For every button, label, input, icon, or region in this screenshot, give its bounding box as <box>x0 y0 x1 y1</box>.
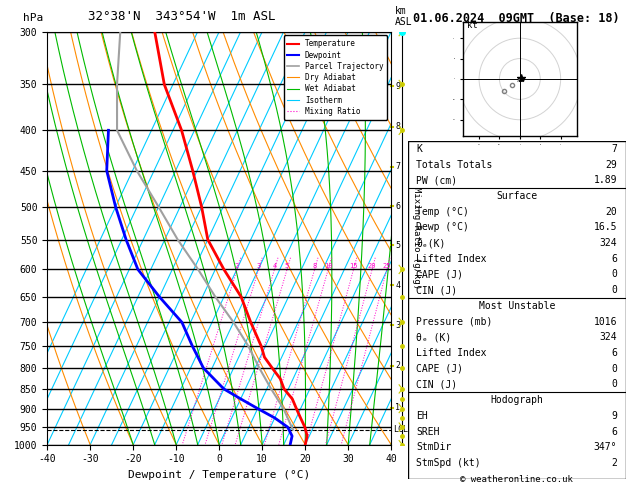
Text: SREH: SREH <box>416 427 440 436</box>
Text: 3: 3 <box>257 263 260 269</box>
Text: 7: 7 <box>611 144 617 154</box>
Text: 20: 20 <box>605 207 617 217</box>
Text: 0: 0 <box>611 285 617 295</box>
Text: 8: 8 <box>313 263 316 269</box>
Text: 0: 0 <box>611 364 617 374</box>
Text: 8: 8 <box>396 122 401 131</box>
Text: 20: 20 <box>368 263 376 269</box>
Text: 01.06.2024  09GMT  (Base: 18): 01.06.2024 09GMT (Base: 18) <box>413 12 620 25</box>
Legend: Temperature, Dewpoint, Parcel Trajectory, Dry Adiabat, Wet Adiabat, Isotherm, Mi: Temperature, Dewpoint, Parcel Trajectory… <box>284 35 387 120</box>
Text: 6: 6 <box>611 427 617 436</box>
Text: CIN (J): CIN (J) <box>416 380 457 389</box>
Text: StmDir: StmDir <box>416 442 452 452</box>
Text: 6: 6 <box>396 202 401 210</box>
Text: 4: 4 <box>396 280 401 290</box>
Text: 32°38'N  343°54'W  1m ASL: 32°38'N 343°54'W 1m ASL <box>89 10 276 23</box>
Text: 6: 6 <box>611 254 617 264</box>
Text: 5: 5 <box>396 241 401 250</box>
Text: 29: 29 <box>605 159 617 170</box>
Text: © weatheronline.co.uk: © weatheronline.co.uk <box>460 474 573 484</box>
Text: 2: 2 <box>611 458 617 468</box>
Text: Surface: Surface <box>496 191 537 201</box>
Text: 2: 2 <box>235 263 239 269</box>
Text: Pressure (mb): Pressure (mb) <box>416 316 493 327</box>
Text: PW (cm): PW (cm) <box>416 175 457 185</box>
Text: 0: 0 <box>611 269 617 279</box>
Text: StmSpd (kt): StmSpd (kt) <box>416 458 481 468</box>
Text: 10: 10 <box>324 263 332 269</box>
Text: Totals Totals: Totals Totals <box>416 159 493 170</box>
Text: θₑ(K): θₑ(K) <box>416 238 446 248</box>
Text: 15: 15 <box>349 263 358 269</box>
Text: K: K <box>416 144 422 154</box>
Text: 25: 25 <box>382 263 391 269</box>
Text: Hodograph: Hodograph <box>490 395 543 405</box>
Text: 3: 3 <box>396 321 401 330</box>
Text: hPa: hPa <box>23 13 43 23</box>
Text: Dewp (°C): Dewp (°C) <box>416 223 469 232</box>
Text: 7: 7 <box>396 162 401 172</box>
Text: EH: EH <box>416 411 428 421</box>
Text: 324: 324 <box>599 238 617 248</box>
Text: 1016: 1016 <box>594 316 617 327</box>
Text: 1: 1 <box>396 403 401 412</box>
Text: Most Unstable: Most Unstable <box>479 301 555 311</box>
Text: 5: 5 <box>285 263 289 269</box>
Text: Temp (°C): Temp (°C) <box>416 207 469 217</box>
Text: 9: 9 <box>396 82 401 91</box>
Text: Lifted Index: Lifted Index <box>416 348 487 358</box>
Text: Lifted Index: Lifted Index <box>416 254 487 264</box>
Text: 2: 2 <box>396 362 401 370</box>
Text: km
ASL: km ASL <box>394 6 412 27</box>
Text: θₑ (K): θₑ (K) <box>416 332 452 342</box>
Text: Mixing Ratio (g/kg): Mixing Ratio (g/kg) <box>412 187 421 289</box>
Text: 4: 4 <box>272 263 277 269</box>
Text: 9: 9 <box>611 411 617 421</box>
Text: CAPE (J): CAPE (J) <box>416 364 464 374</box>
Text: 324: 324 <box>599 332 617 342</box>
Text: 1.89: 1.89 <box>594 175 617 185</box>
Text: 347°: 347° <box>594 442 617 452</box>
X-axis label: Dewpoint / Temperature (°C): Dewpoint / Temperature (°C) <box>128 470 310 480</box>
Text: CAPE (J): CAPE (J) <box>416 269 464 279</box>
Text: CIN (J): CIN (J) <box>416 285 457 295</box>
Text: 16.5: 16.5 <box>594 223 617 232</box>
Text: 0: 0 <box>611 380 617 389</box>
Text: kt: kt <box>467 21 477 30</box>
Text: 6: 6 <box>611 348 617 358</box>
Text: LCL: LCL <box>393 425 408 434</box>
